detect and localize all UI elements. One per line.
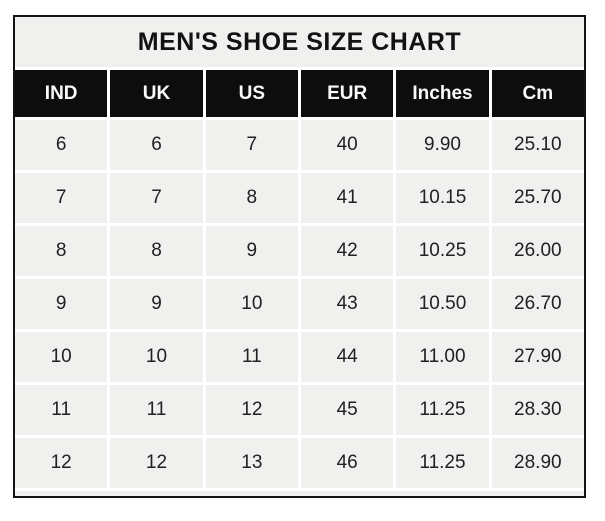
table-cell: 10.25 bbox=[396, 226, 489, 276]
table-cell: 44 bbox=[301, 332, 394, 382]
table-cell: 11.25 bbox=[396, 385, 489, 435]
column-header-eur: EUR bbox=[301, 70, 394, 117]
table-cell: 9.90 bbox=[396, 120, 489, 170]
table-cell: 26.70 bbox=[491, 279, 584, 329]
table-cell: 10.50 bbox=[396, 279, 489, 329]
table-cell: 40 bbox=[301, 120, 394, 170]
table-cell: 12 bbox=[205, 385, 298, 435]
table-cell: 10 bbox=[110, 332, 203, 382]
table-cell: 41 bbox=[301, 173, 394, 223]
table-cell: 11.00 bbox=[396, 332, 489, 382]
table-cell: 45 bbox=[301, 385, 394, 435]
size-chart-table: MEN'S SHOE SIZE CHART IND UK US EUR Inch… bbox=[13, 15, 586, 498]
table-cell: 13 bbox=[205, 438, 298, 488]
table-cell: 8 bbox=[205, 173, 298, 223]
table-cell: 27.90 bbox=[491, 332, 584, 382]
table-cell: 46 bbox=[301, 438, 394, 488]
table-cell: 6 bbox=[15, 120, 108, 170]
table-cell: 8 bbox=[15, 226, 108, 276]
column-header-inches: Inches bbox=[396, 70, 489, 117]
table-cell: 7 bbox=[205, 120, 298, 170]
table-cell: 11.25 bbox=[396, 438, 489, 488]
table-cell: 9 bbox=[205, 226, 298, 276]
table-cell: 12 bbox=[15, 438, 108, 488]
table-cell: 12 bbox=[110, 438, 203, 488]
chart-title: MEN'S SHOE SIZE CHART bbox=[15, 17, 584, 67]
table-cell: 7 bbox=[15, 173, 108, 223]
table-cell: 7 bbox=[110, 173, 203, 223]
table-cell: 10 bbox=[15, 332, 108, 382]
table-cell: 28.30 bbox=[491, 385, 584, 435]
column-header-cm: Cm bbox=[491, 70, 584, 117]
table-cell: 11 bbox=[205, 332, 298, 382]
table-cell: 25.10 bbox=[491, 120, 584, 170]
table-cell: 9 bbox=[110, 279, 203, 329]
table-cell: 8 bbox=[110, 226, 203, 276]
table-cell: 11 bbox=[110, 385, 203, 435]
table-cell: 25.70 bbox=[491, 173, 584, 223]
column-header-us: US bbox=[205, 70, 298, 117]
table-cell: 6 bbox=[110, 120, 203, 170]
column-header-uk: UK bbox=[110, 70, 203, 117]
table-cell: 43 bbox=[301, 279, 394, 329]
table-cell: 28.90 bbox=[491, 438, 584, 488]
table-cell: 26.00 bbox=[491, 226, 584, 276]
table-bottom-spacer bbox=[15, 491, 584, 496]
table-cell: 10.15 bbox=[396, 173, 489, 223]
table-cell: 9 bbox=[15, 279, 108, 329]
table-cell: 10 bbox=[205, 279, 298, 329]
column-header-ind: IND bbox=[15, 70, 108, 117]
table-cell: 11 bbox=[15, 385, 108, 435]
table-cell: 42 bbox=[301, 226, 394, 276]
